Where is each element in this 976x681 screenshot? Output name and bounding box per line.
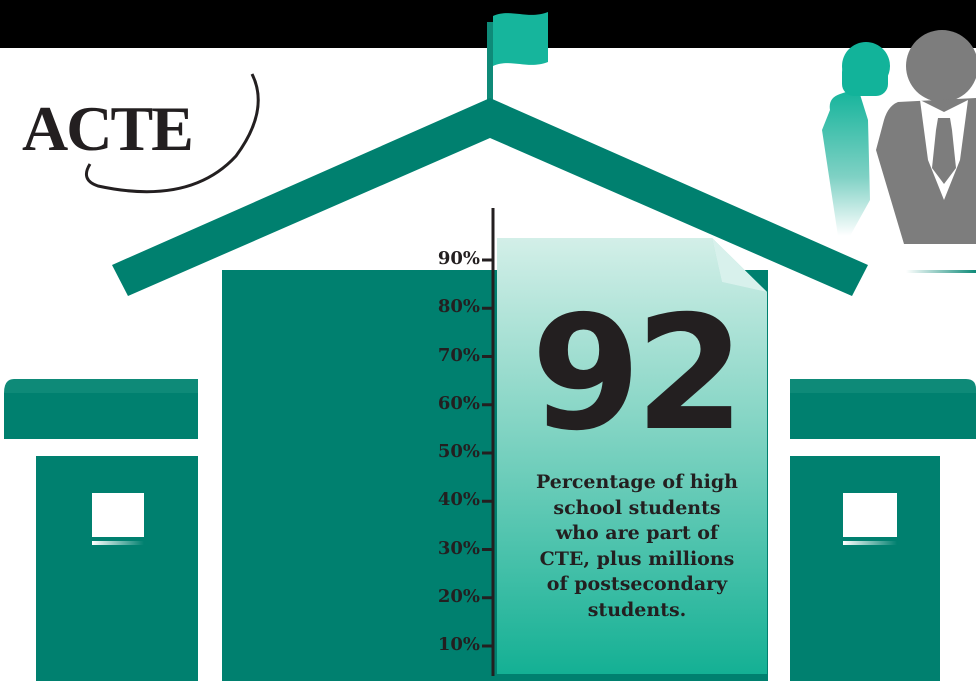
tick-label: 40% — [437, 489, 480, 511]
stat-caption-line: students. — [587, 598, 687, 621]
people-icon — [822, 30, 976, 244]
stat-value: 92 — [531, 282, 745, 466]
stat-caption: Percentage of high school students who are… — [512, 470, 762, 623]
stat-caption-line: of postsecondary — [546, 573, 728, 595]
stat-caption-line: school students — [553, 496, 721, 519]
chart-ticks — [482, 258, 493, 648]
stat-caption-line: who are part of — [555, 522, 719, 544]
tick-label: 80% — [437, 296, 480, 318]
roof — [112, 98, 868, 296]
right-wing — [790, 379, 976, 681]
flag-icon — [487, 12, 548, 106]
acte-logo: ACTE — [22, 92, 194, 166]
stat-caption-line: CTE, plus millions — [539, 547, 735, 570]
tick-label: 20% — [437, 585, 480, 607]
tick-label: 10% — [437, 634, 480, 655]
tick-label: 60% — [437, 392, 480, 414]
stat-caption-line: Percentage of high — [535, 471, 738, 493]
logo-text: ACTE — [22, 93, 194, 164]
tick-label: 30% — [437, 537, 480, 559]
tick-label: 70% — [437, 344, 480, 366]
logo-swoosh — [84, 73, 260, 194]
stat-card — [497, 238, 767, 674]
tick-label: 50% — [437, 441, 480, 462]
left-wing — [4, 379, 198, 681]
tick-label: 90% — [437, 248, 480, 269]
divider-rule — [906, 270, 976, 273]
